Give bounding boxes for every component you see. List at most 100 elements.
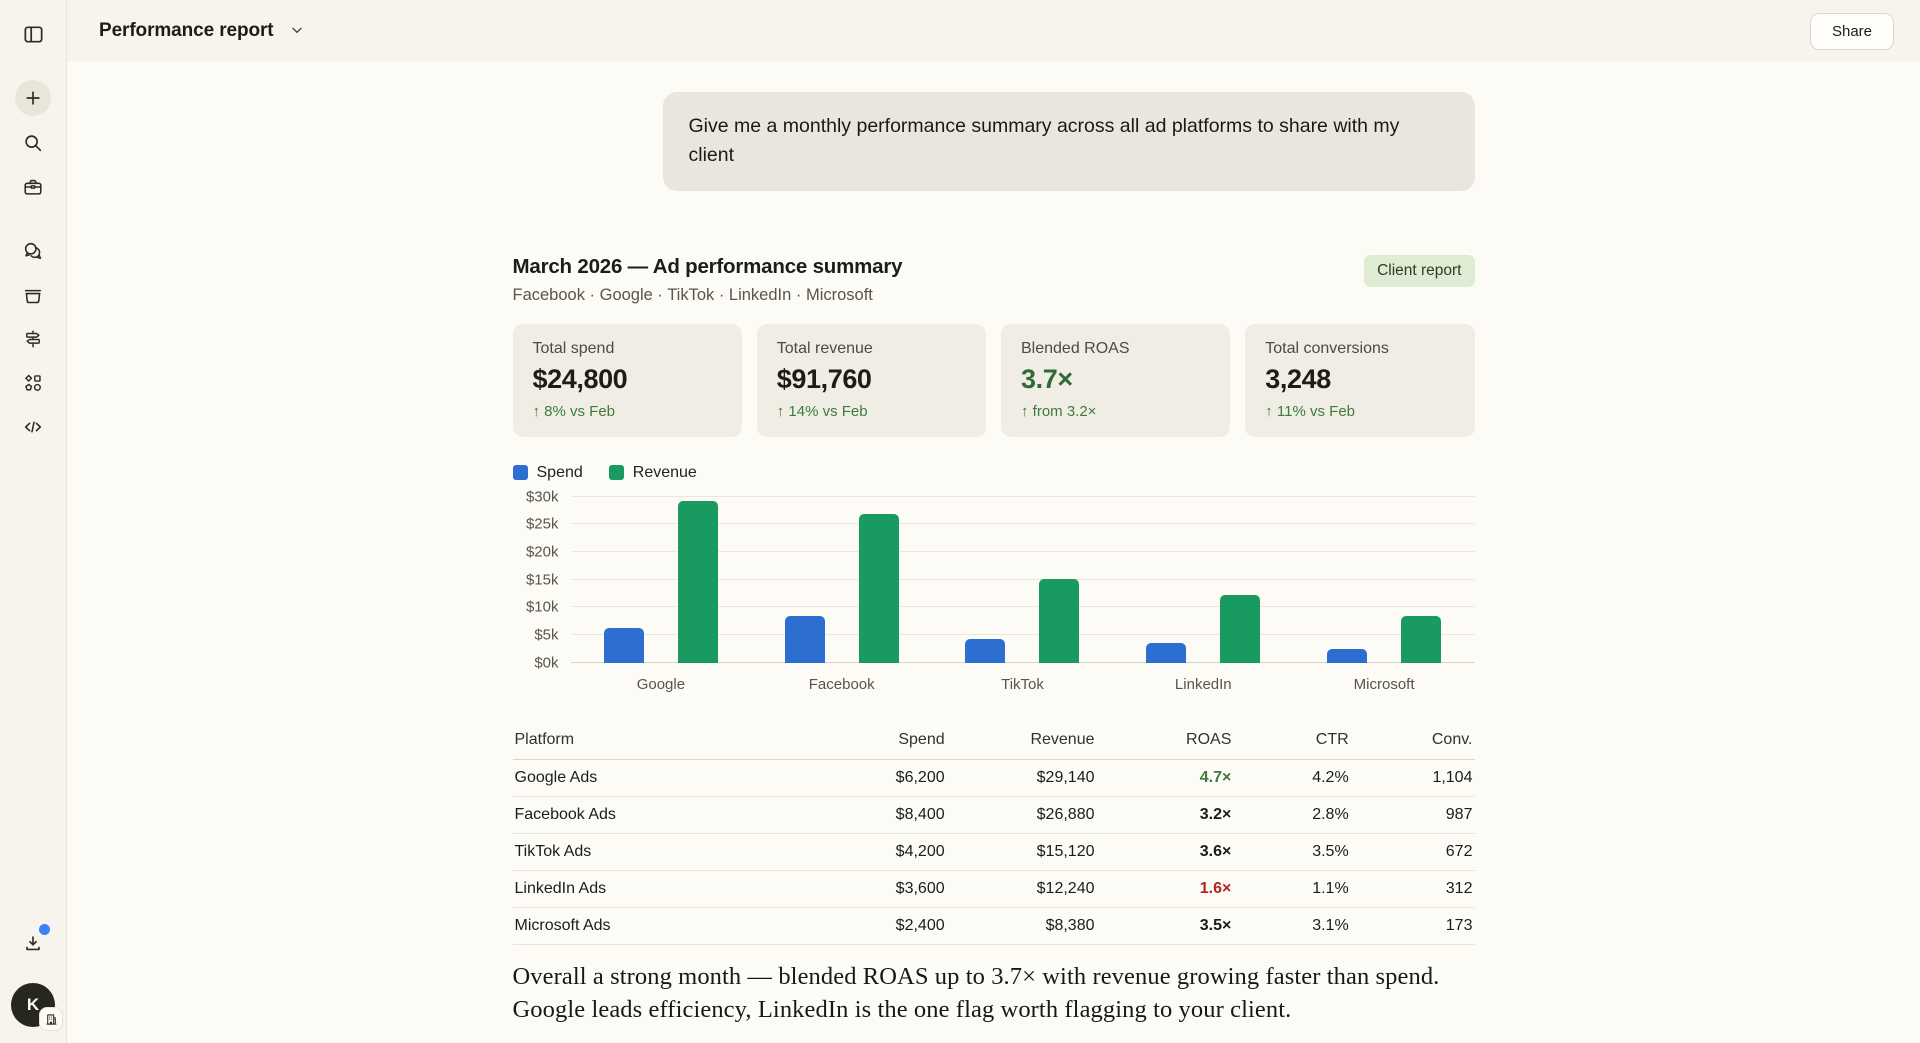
cell-roas: 3.5× (1199, 916, 1232, 934)
cell-spend: $8,400 (895, 805, 945, 823)
cell-platform: Microsoft Ads (514, 916, 611, 934)
y-tick-label: $25k (525, 515, 559, 533)
new-chat-icon[interactable] (15, 80, 51, 116)
stat-card-blended-roas: Blended ROAS 3.7× ↑ from 3.2× (1001, 323, 1231, 437)
cell-spend: $3,600 (895, 879, 945, 897)
table-row-facebook-ads: Facebook Ads $8,400 $26,880 3.2× 2.8% 987 (512, 797, 1475, 834)
cell-revenue: $29,140 (1036, 768, 1095, 786)
cell-revenue: $15,120 (1036, 842, 1095, 860)
cell-revenue: $12,240 (1036, 879, 1095, 897)
directions-signpost-icon[interactable] (15, 321, 51, 357)
bar-group-facebook (751, 497, 932, 663)
y-tick-label: $5k (534, 626, 559, 644)
code-icon[interactable] (15, 409, 51, 445)
cell-ctr: 1.1% (1312, 879, 1349, 897)
stat-card-total-spend: Total spend $24,800 ↑ 8% vs Feb (512, 323, 742, 437)
projects-briefcase-icon[interactable] (15, 169, 51, 205)
gridline (570, 633, 1475, 635)
y-tick-label: $15k (525, 571, 559, 588)
organization-badge-icon (39, 1007, 63, 1031)
cell-revenue: $26,880 (1036, 805, 1095, 823)
column-header-platform: Platform (514, 730, 575, 748)
legend-swatch (608, 465, 624, 480)
report-summary: Overall a strong month — blended ROAS up… (512, 962, 1440, 1023)
search-icon[interactable] (15, 125, 51, 161)
report-block: March 2026 — Ad performance summary Face… (512, 254, 1475, 1026)
x-tick-label: Microsoft (1353, 675, 1415, 693)
bar-chart: $0k $5k $10k $15k $20k $25k $30k (513, 488, 1475, 671)
legend-item-spend: Spend (512, 463, 583, 482)
sidebar: K (0, 0, 67, 1043)
conversation-title-dropdown[interactable]: Performance report (99, 20, 305, 43)
cell-platform: TikTok Ads (514, 842, 592, 860)
cell-spend: $4,200 (895, 842, 945, 860)
stat-label: Total conversions (1265, 339, 1389, 357)
main-area: Performance report Share Give me a month… (67, 0, 1920, 1043)
y-tick-label: $10k (525, 598, 559, 616)
x-tick-label: LinkedIn (1174, 675, 1232, 693)
chats-icon[interactable] (15, 233, 51, 269)
legend-label: Spend (536, 463, 583, 481)
spend-bar-facebook (784, 616, 825, 663)
legend-item-revenue: Revenue (608, 463, 697, 482)
baseline (570, 661, 1475, 663)
cell-ctr: 3.1% (1312, 916, 1349, 934)
gridline (570, 550, 1475, 552)
table-row-google-ads: Google Ads $6,200 $29,140 4.7× 4.2% 1,104 (512, 760, 1475, 797)
stat-card-total-revenue: Total revenue $91,760 ↑ 14% vs Feb (756, 323, 986, 437)
y-tick-label: $30k (525, 488, 559, 505)
revenue-bar-google (677, 501, 718, 663)
stat-label: Total spend (532, 339, 615, 357)
stat-card-total-conversions: Total conversions 3,248 ↑ 11% vs Feb (1245, 323, 1475, 437)
content-scroll-area[interactable]: Give me a monthly performance summary ac… (67, 62, 1920, 1043)
y-tick-label: $20k (525, 543, 559, 561)
download-icon[interactable] (15, 924, 51, 961)
chevron-down-icon (289, 22, 305, 43)
stat-value: 3.7× (1021, 363, 1073, 394)
spend-bar-tiktok (965, 639, 1006, 663)
cell-conv: 672 (1445, 842, 1473, 860)
stat-label: Blended ROAS (1021, 339, 1130, 357)
revenue-bar-tiktok (1039, 578, 1080, 663)
spend-bar-linkedin (1146, 642, 1187, 663)
topbar: Performance report Share (67, 0, 1920, 62)
connectors-shapes-icon[interactable] (15, 365, 51, 401)
column-header-revenue: Revenue (1030, 730, 1095, 748)
x-tick-label: Google (636, 675, 686, 693)
cell-roas: 4.7× (1199, 768, 1232, 786)
legend-label: Revenue (632, 463, 697, 481)
client-report-badge: Client report (1364, 254, 1475, 287)
page-title: Performance report (99, 20, 274, 41)
revenue-bar-facebook (858, 513, 899, 663)
spend-bar-google (603, 628, 644, 663)
column-header-spend: Spend (898, 730, 945, 748)
revenue-bar-linkedin (1220, 594, 1261, 663)
cell-spend: $6,200 (895, 768, 945, 786)
cell-conv: 173 (1445, 916, 1473, 934)
table-row-microsoft-ads: Microsoft Ads $2,400 $8,380 3.5× 3.1% 173 (512, 908, 1475, 945)
cell-platform: Google Ads (514, 768, 598, 786)
chart-x-axis: Google Facebook TikTok LinkedIn Microsoft (571, 676, 1475, 693)
stat-delta: ↑ 11% vs Feb (1265, 402, 1356, 420)
sidebar-toggle-icon[interactable] (15, 16, 51, 52)
report-title: March 2026 — Ad performance summary (512, 254, 903, 278)
y-tick-label: $0k (534, 654, 559, 671)
table-row-linkedin-ads: LinkedIn Ads $3,600 $12,240 1.6× 1.1% 312 (512, 871, 1475, 908)
archive-box-icon[interactable] (15, 277, 51, 313)
cell-roas: 3.2× (1199, 805, 1232, 823)
stat-delta: ↑ 8% vs Feb (532, 402, 616, 420)
stat-value: 3,248 (1265, 363, 1331, 394)
share-button[interactable]: Share (1809, 12, 1894, 50)
cell-platform: LinkedIn Ads (514, 879, 607, 897)
gridline (570, 578, 1475, 580)
gridline (570, 523, 1475, 525)
cell-platform: Facebook Ads (514, 805, 616, 823)
platform-table: Platform Spend Revenue ROAS CTR Conv. Google A… (512, 721, 1475, 945)
stat-delta: ↑ from 3.2× (1021, 402, 1097, 420)
stat-cards: Total spend $24,800 ↑ 8% vs Feb Total re… (512, 323, 1475, 437)
cell-roas: 1.6× (1199, 879, 1232, 897)
report-subtitle: Facebook · Google · TikTok · LinkedIn · … (512, 285, 873, 304)
legend-swatch (512, 465, 528, 480)
bar-group-microsoft (1294, 497, 1475, 663)
avatar[interactable]: K (11, 983, 63, 1031)
